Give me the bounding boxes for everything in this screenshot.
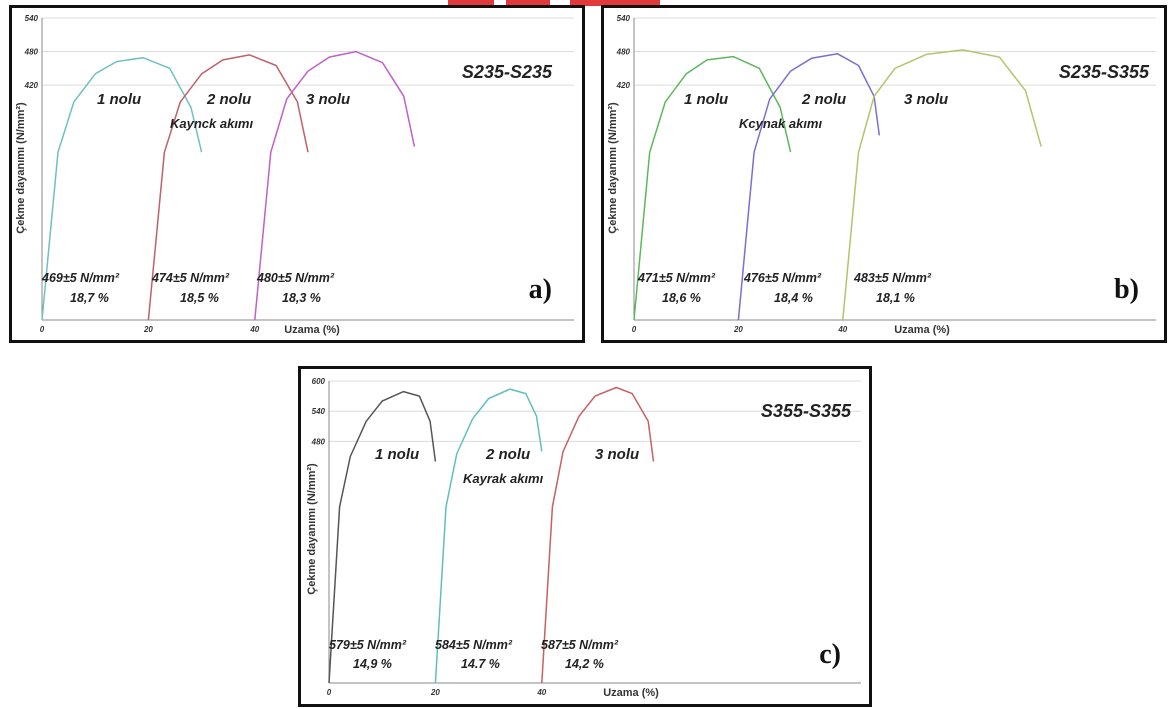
elongation-label: 18,5 %: [180, 291, 219, 305]
y-tick-label: 600: [312, 377, 326, 386]
strength-label: 584±5 N/mm²: [435, 638, 513, 652]
x-tick-label: 0: [40, 325, 45, 334]
x-tick-label: 40: [837, 325, 847, 334]
chart-a-svg: 420 480 540 0 20 40 Uzama (%) Çekme dayanımı (N…: [15, 14, 574, 336]
y-tick-label: 480: [24, 48, 39, 57]
strength-label: 587±5 N/mm²: [541, 638, 619, 652]
strength-label: 480±5 N/mm²: [256, 271, 335, 285]
strength-label: 483±5 N/mm²: [853, 271, 932, 285]
series-label: 1 nolu: [684, 91, 728, 108]
x-axis-label: Uzama (%): [284, 324, 340, 336]
x-axis-label: Uzama (%): [894, 324, 950, 336]
panel-label: c): [819, 639, 841, 670]
chart-b-svg: 420 480 540 0 20 40 Uzama (%) Çekme dayanımı (N…: [607, 14, 1156, 336]
y-axis-label: Çekme dayanımı (N/mm²): [607, 102, 619, 234]
series-label: 3 nolu: [306, 91, 350, 108]
strength-label: 469±5 N/mm²: [41, 271, 120, 285]
y-tick-label: 420: [616, 81, 631, 90]
series-line: [541, 386, 655, 684]
chart-panel-a: 420 480 540 0 20 40 Uzama (%) Çekme dayanımı (N…: [9, 5, 585, 343]
x-tick-label: 0: [632, 325, 637, 334]
series-line: [328, 390, 437, 684]
x-tick-label: 20: [430, 688, 440, 697]
strength-label: 579±5 N/mm²: [329, 638, 407, 652]
chart-title: S235-S235: [462, 62, 553, 82]
series-line: [147, 54, 309, 321]
series-label: 3 nolu: [595, 446, 639, 463]
y-tick-label: 540: [312, 407, 326, 416]
strength-label: 474±5 N/mm²: [151, 271, 230, 285]
series-line: [737, 53, 881, 321]
series-line: [254, 50, 416, 321]
series-line: [434, 388, 543, 684]
y-tick-label: 540: [617, 14, 631, 23]
series-label: 2 nolu: [485, 446, 530, 463]
series-label: 1 nolu: [97, 91, 141, 108]
series-label: 2 nolu: [206, 91, 251, 108]
panel-label: b): [1114, 274, 1139, 305]
panel-label: a): [529, 274, 552, 305]
y-tick-label: 540: [25, 14, 39, 23]
x-tick-label: 20: [143, 325, 153, 334]
x-axis-label: Uzama (%): [603, 687, 659, 699]
elongation-label: 14.7 %: [461, 657, 500, 671]
elongation-label: 14,2 %: [565, 657, 604, 671]
logo-strip: [448, 0, 494, 6]
y-axis-label: Çekme dayanımı (N/mm²): [15, 102, 27, 234]
chart-title: S235-S355: [1059, 62, 1150, 82]
chart-panel-c: 480 540 600 0 20 40 Uzama (%) Çekme dayanımı (N…: [298, 366, 872, 707]
elongation-label: 18,3 %: [282, 291, 321, 305]
elongation-label: 18,6 %: [662, 291, 701, 305]
series-label: 3 nolu: [904, 91, 948, 108]
chart-c-svg: 480 540 600 0 20 40 Uzama (%) Çekme dayanımı (N…: [306, 377, 861, 699]
logo-strip: [506, 0, 550, 6]
annotation-label: Kaynck akımı: [170, 116, 253, 131]
x-tick-label: 40: [249, 325, 259, 334]
series-line: [842, 49, 1042, 321]
x-tick-label: 40: [536, 688, 546, 697]
chart-title: S355-S355: [761, 401, 852, 421]
x-tick-label: 20: [733, 325, 743, 334]
elongation-label: 18,1 %: [876, 291, 915, 305]
annotation-label: Kayrak akımı: [463, 471, 544, 486]
elongation-label: 18,7 %: [70, 291, 109, 305]
y-tick-label: 420: [24, 81, 39, 90]
logo-strip: [570, 0, 660, 6]
elongation-label: 14,9 %: [353, 657, 392, 671]
strength-label: 471±5 N/mm²: [637, 271, 716, 285]
strength-label: 476±5 N/mm²: [743, 271, 822, 285]
annotation-label: Kcynak akımı: [739, 116, 822, 131]
y-tick-label: 480: [311, 437, 326, 446]
series-label: 2 nolu: [801, 91, 846, 108]
x-tick-label: 0: [327, 688, 332, 697]
y-tick-label: 480: [616, 48, 631, 57]
series-label: 1 nolu: [375, 446, 419, 463]
chart-panel-b: 420 480 540 0 20 40 Uzama (%) Çekme dayanımı (N…: [601, 5, 1167, 343]
series-line: [41, 56, 203, 321]
elongation-label: 18,4 %: [774, 291, 813, 305]
y-axis-label: Çekme dayanımı (N/mm²): [306, 463, 318, 595]
